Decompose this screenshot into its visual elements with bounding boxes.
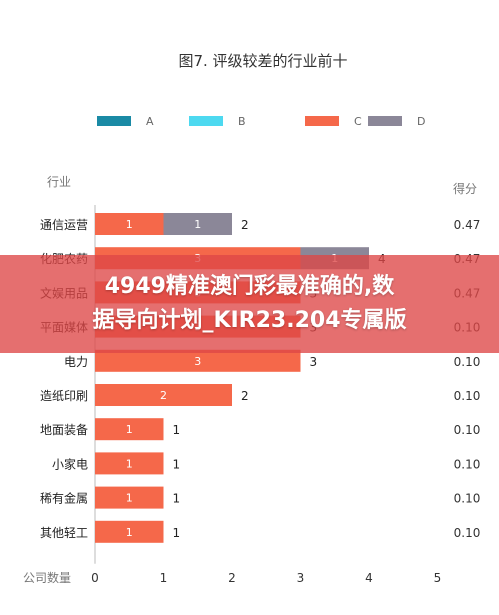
legend-swatch-c — [305, 116, 339, 126]
legend-label-d: D — [417, 115, 425, 128]
legend-label-a: A — [146, 115, 154, 128]
bar-segment-c — [95, 418, 164, 441]
x-tick-label: 5 — [434, 571, 442, 585]
score-value: 0.10 — [454, 355, 481, 369]
score-value: 0.10 — [454, 423, 481, 437]
x-tick-label: 2 — [228, 571, 236, 585]
category-label: 地面装备 — [40, 423, 88, 437]
category-label: 其他轻工 — [40, 526, 88, 540]
legend-label-c: C — [354, 115, 362, 128]
legend-label-b: B — [238, 115, 246, 128]
bar-segment-c — [95, 349, 301, 372]
segment-value-label: 1 — [126, 492, 133, 505]
bar-total-label: 1 — [173, 526, 181, 540]
segment-value-label: 3 — [194, 355, 201, 368]
score-header: 得分 — [453, 181, 477, 196]
score-value: 0.47 — [454, 218, 481, 232]
overlay-banner: 4949精准澳门彩最准确的,数 据导向计划_KIR23.204专属版 — [0, 255, 499, 353]
category-label: 造纸印刷 — [40, 389, 88, 403]
x-tick-label: 1 — [160, 571, 168, 585]
bar-total-label: 3 — [310, 355, 318, 369]
category-label: 通信运营 — [40, 218, 88, 232]
category-label: 电力 — [64, 355, 88, 369]
x-tick-label: 4 — [365, 571, 373, 585]
bar-segment-d — [163, 213, 232, 235]
score-value: 0.10 — [454, 457, 481, 471]
segment-value-label: 1 — [126, 457, 133, 470]
category-label: 小家电 — [52, 456, 88, 471]
banner-line-2: 据导向计划_KIR23.204专属版 — [92, 308, 407, 333]
legend-swatch-d — [368, 116, 402, 126]
x-axis-label: 公司数量 — [23, 570, 71, 585]
bar-total-label: 1 — [173, 423, 181, 437]
chart-title: 图7. 评级较差的行业前十 — [178, 52, 347, 70]
segment-value-label: 2 — [160, 389, 167, 402]
x-tick-label: 0 — [91, 571, 99, 585]
legend-swatch-b — [189, 116, 223, 126]
segment-value-label: 1 — [126, 423, 133, 436]
legend-swatch-a — [97, 116, 131, 126]
bar-segment-c — [95, 520, 164, 543]
bar-segment-c — [95, 486, 164, 509]
bar-total-label: 2 — [241, 218, 249, 232]
score-value: 0.10 — [454, 492, 481, 506]
bar-segment-c — [95, 452, 164, 475]
segment-value-label: 1 — [126, 526, 133, 539]
bar-segment-c — [95, 213, 164, 235]
x-tick-label: 3 — [297, 571, 305, 585]
segment-value-label: 1 — [194, 218, 201, 231]
bar-segment-c — [95, 384, 232, 406]
segment-value-label: 1 — [126, 218, 133, 231]
score-value: 0.10 — [454, 389, 481, 403]
bar-total-label: 1 — [173, 492, 181, 506]
bar-total-label: 2 — [241, 389, 249, 403]
banner-line-1: 4949精准澳门彩最准确的,数 — [104, 274, 395, 299]
score-value: 0.10 — [454, 526, 481, 540]
y-axis-header: 行业 — [47, 175, 71, 189]
bar-total-label: 1 — [173, 457, 181, 471]
category-label: 稀有金属 — [40, 491, 88, 506]
